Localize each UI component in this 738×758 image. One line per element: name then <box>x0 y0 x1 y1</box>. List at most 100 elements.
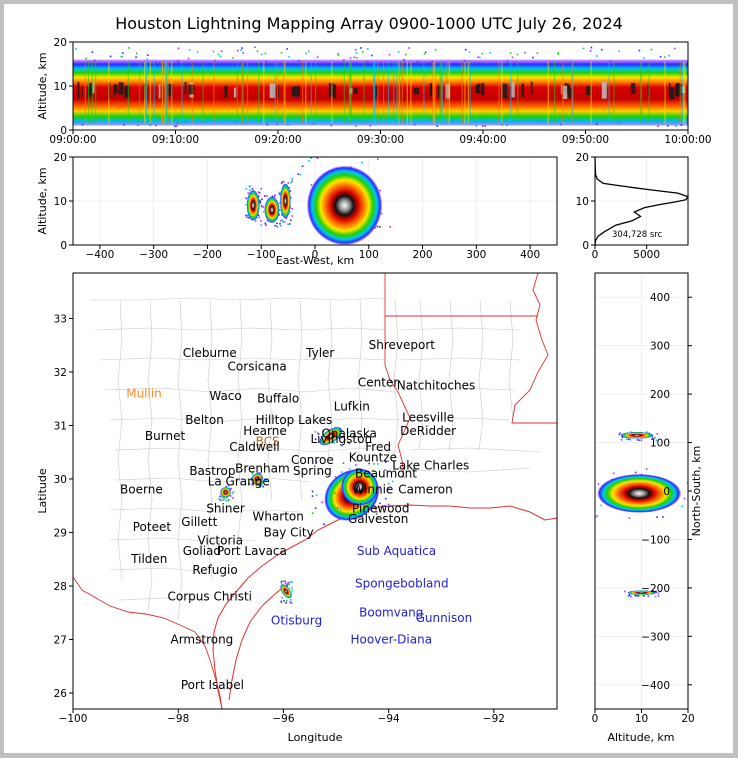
ew-point <box>287 223 289 226</box>
time-altitude-point <box>468 51 471 53</box>
time-altitude-core <box>233 87 237 98</box>
ns-point <box>662 516 664 518</box>
time-altitude-point <box>668 54 671 57</box>
ns-point <box>640 439 643 442</box>
time-altitude-streak <box>348 61 351 124</box>
time-altitude-point <box>353 56 356 59</box>
time-altitude-streak <box>88 61 90 124</box>
ew-point <box>376 158 379 160</box>
time-altitude-point <box>397 50 400 53</box>
ew-point <box>249 189 251 191</box>
ew-x-tick-label: −300 <box>139 249 168 261</box>
ew-x-tick-label: −100 <box>247 249 276 261</box>
ns-point <box>612 472 615 475</box>
ew-point <box>379 226 381 228</box>
time-altitude-core <box>113 84 118 94</box>
hist-y-tick-label: 10 <box>576 196 589 208</box>
time-altitude-core <box>437 85 440 98</box>
map-lightning-cluster <box>280 584 292 599</box>
map-lightning-point <box>230 487 232 490</box>
city-label: Spring <box>293 464 332 478</box>
map-lightning-point <box>251 473 254 475</box>
ns-point <box>629 431 632 433</box>
ew-point <box>291 180 293 183</box>
map-lightning-point <box>383 505 385 507</box>
ew-point <box>245 216 248 219</box>
time-altitude-point <box>638 49 641 52</box>
source-count-annotation: 304,728 src <box>612 230 663 240</box>
map-lightning-point <box>384 469 387 471</box>
city-label: Belton <box>185 413 224 427</box>
time-altitude-point <box>600 48 603 51</box>
ew-point <box>288 223 291 225</box>
ew-cluster <box>280 183 291 219</box>
ew-point <box>246 214 249 217</box>
time-altitude-streak <box>171 61 173 124</box>
altitude-histogram-panel: 0 5000 0 10 20 304,728 src <box>576 152 690 261</box>
map-lightning-point <box>387 482 390 485</box>
time-altitude-point <box>481 52 483 55</box>
time-altitude-point <box>109 55 112 58</box>
time-altitude-point <box>524 51 526 54</box>
time-altitude-core <box>476 83 481 94</box>
ns-x-tick-label: 10 <box>635 713 648 725</box>
ns-point <box>596 514 599 517</box>
time-altitude-point <box>673 47 676 50</box>
ew-point <box>287 182 290 184</box>
time-altitude-point <box>360 47 362 49</box>
time-altitude-streak <box>165 61 168 124</box>
ns-point <box>656 432 659 435</box>
ew-y-tick-label: 0 <box>60 240 67 252</box>
map-lightning-point <box>384 461 387 463</box>
time-altitude-point <box>212 50 215 53</box>
time-altitude-core <box>562 85 568 99</box>
time-altitude-point <box>121 55 123 58</box>
time-altitude-streak <box>138 61 141 124</box>
time-altitude-streak <box>448 61 450 124</box>
time-altitude-point <box>355 52 358 54</box>
ew-point <box>280 220 282 222</box>
time-altitude-streak <box>399 61 401 124</box>
altitude-axis-tick-label: 20 <box>54 37 67 49</box>
ew-point <box>266 195 268 197</box>
ew-point <box>388 246 390 248</box>
time-axis-tick-label: 10:00:00 <box>664 134 711 146</box>
city-label: Winnie <box>352 483 393 497</box>
map-lightning-point <box>231 492 234 495</box>
ew-point <box>308 159 310 162</box>
time-altitude-point <box>464 48 467 51</box>
time-altitude-streak <box>608 61 610 124</box>
ew-x-tick-label: 400 <box>520 249 540 261</box>
ew-y-tick-label: 10 <box>54 196 67 208</box>
map-lightning-point <box>251 471 254 474</box>
map-lightning-point <box>347 431 349 434</box>
time-altitude-streak <box>350 61 352 124</box>
ns-x-tick-label: 0 <box>592 713 599 725</box>
ns-cluster <box>620 431 654 439</box>
ew-point <box>275 225 278 227</box>
city-label: Refugio <box>192 563 237 577</box>
time-altitude-streak <box>547 61 549 124</box>
map-lightning-point <box>347 441 349 443</box>
ew-point <box>281 219 284 221</box>
time-altitude-point <box>582 47 585 50</box>
ew-point <box>279 193 282 196</box>
time-altitude-point <box>127 47 130 49</box>
map-lightning-point <box>318 472 321 474</box>
ns-y-tick-label: 100 <box>650 438 670 450</box>
ns-y-tick-label: 0 <box>663 486 670 498</box>
time-altitude-point <box>675 125 677 127</box>
map-lightning-point <box>223 498 226 501</box>
map-lightning-point <box>265 479 268 481</box>
north-south-panel: 0 10 20 400 300 200 100 0 −100 −200 −300 −400 Altit… <box>592 272 703 744</box>
time-altitude-core <box>167 84 173 97</box>
ew-point <box>266 219 269 222</box>
ew-point <box>260 220 262 222</box>
time-altitude-point <box>196 51 199 53</box>
time-altitude-point <box>237 49 239 52</box>
ew-point <box>282 180 285 183</box>
map-y-tick-label: 27 <box>54 634 67 646</box>
map-frame <box>72 272 558 710</box>
time-altitude-point <box>305 52 307 55</box>
ew-point <box>279 209 281 211</box>
